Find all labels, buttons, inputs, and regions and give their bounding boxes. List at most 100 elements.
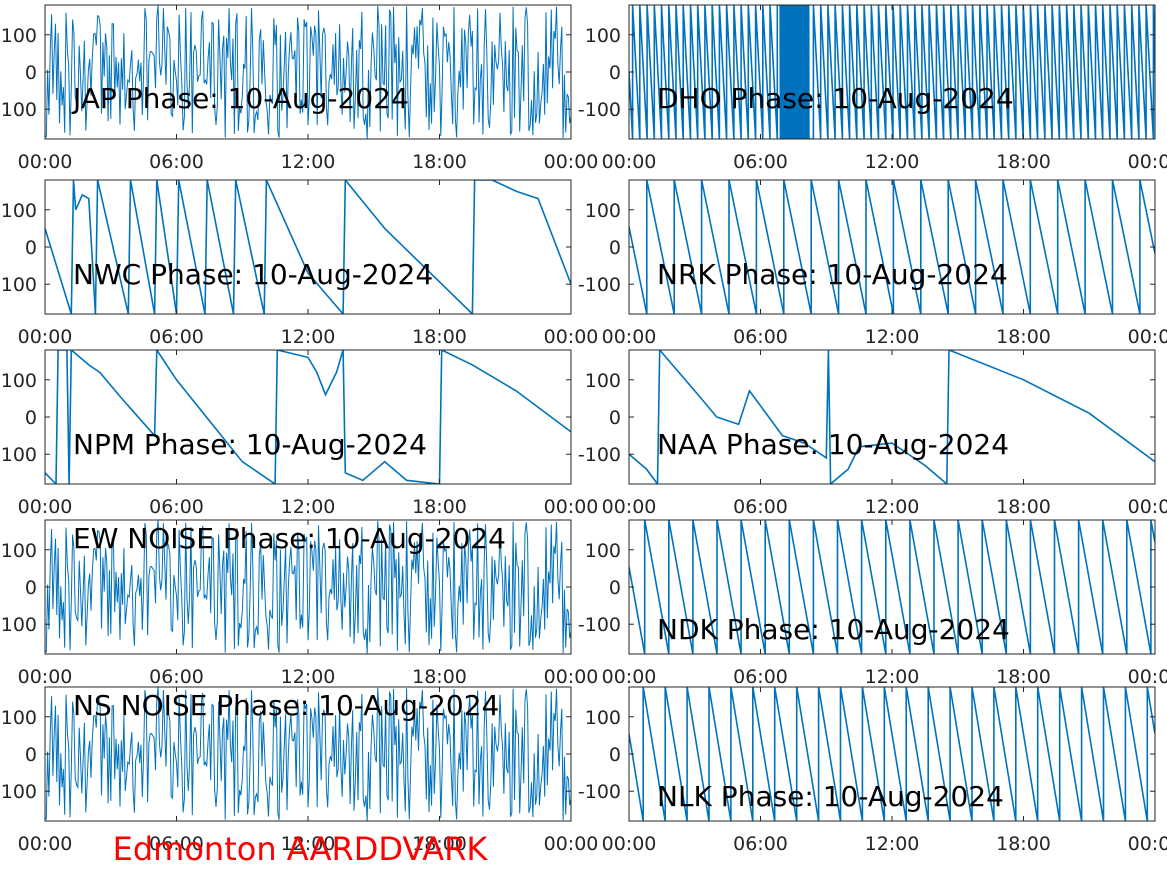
y-tick-label: 100	[1, 370, 37, 392]
x-tick-label: 18:00	[412, 326, 467, 348]
y-tick-label: -100	[0, 781, 37, 803]
series-line	[45, 5, 571, 139]
y-tick-label: 0	[609, 237, 621, 259]
y-tick-label: 100	[585, 200, 621, 222]
x-tick-label: 00:00	[544, 496, 599, 518]
y-tick-label: -100	[578, 781, 621, 803]
y-tick-label: 100	[585, 370, 621, 392]
panel-5: 100 0 -100 00:00 06:00 12:00 18:00 00:00 NPM Pha…	[0, 349, 599, 518]
panel-6: 100 0 -100 00:00 06:00 12:00 18:00 00:00 NAA Pha…	[578, 349, 1167, 518]
x-tick-label: 00:00	[602, 496, 657, 518]
x-tick-label: 00:00	[544, 326, 599, 348]
panel-title: NPM Phase: 10-Aug-2024	[73, 428, 427, 461]
x-tick-label: 00:00	[18, 666, 73, 688]
panel-7: 100 0 -100 00:00 06:00 12:00 18:00 00:00 EW NOIS…	[0, 519, 599, 688]
x-tick-label: 06:00	[149, 833, 204, 855]
x-tick-label: 06:00	[149, 151, 204, 173]
x-tick-label: 00:00	[544, 666, 599, 688]
x-tick-label: 06:00	[733, 326, 788, 348]
x-tick-label: 12:00	[865, 151, 920, 173]
y-tick-label: 0	[25, 62, 37, 84]
y-tick-label: 0	[25, 407, 37, 429]
y-tick-label: 100	[1, 707, 37, 729]
y-tick-label: 0	[609, 62, 621, 84]
y-tick-label: -100	[578, 444, 621, 466]
x-tick-label: 00:00	[602, 666, 657, 688]
x-tick-label: 12:00	[281, 833, 336, 855]
series-line	[629, 687, 1155, 821]
x-tick-label: 06:00	[149, 666, 204, 688]
panel-3: 100 0 -100 00:00 06:00 12:00 18:00 00:00 NWC Pha…	[0, 179, 599, 348]
series-line	[629, 5, 1155, 139]
panel-title: NAA Phase: 10-Aug-2024	[657, 428, 1009, 461]
panel-title: EW NOISE Phase: 10-Aug-2024	[73, 522, 506, 555]
x-tick-label: 18:00	[996, 496, 1051, 518]
y-tick-label: 100	[585, 707, 621, 729]
y-tick-label: -100	[578, 99, 621, 121]
figure-title: Edmonton AARDDVARK	[113, 830, 489, 868]
x-tick-label: 18:00	[412, 833, 467, 855]
x-tick-label: 06:00	[149, 326, 204, 348]
x-tick-label: 12:00	[281, 326, 336, 348]
y-tick-label: 0	[25, 744, 37, 766]
panel-4: 100 0 -100 00:00 06:00 12:00 18:00 00:00 NRK Pha…	[578, 179, 1167, 348]
x-tick-label: 12:00	[281, 496, 336, 518]
x-tick-label: 12:00	[865, 496, 920, 518]
axes-box	[628, 179, 1156, 315]
axes-box	[628, 349, 1156, 485]
x-tick-label: 12:00	[865, 326, 920, 348]
x-tick-label: 12:00	[865, 833, 920, 855]
panel-title: DHO Phase: 10-Aug-2024	[657, 82, 1014, 115]
x-tick-label: 06:00	[733, 151, 788, 173]
series-line	[45, 350, 571, 484]
panel-2: 100 0 -100 00:00 06:00 12:00 18:00 00:00 DHO Pha…	[578, 4, 1167, 173]
x-tick-label: 12:00	[281, 666, 336, 688]
x-tick-label: 00:00	[18, 326, 73, 348]
x-tick-label: 00:00	[1128, 833, 1167, 855]
x-tick-label: 12:00	[281, 151, 336, 173]
y-tick-label: 100	[1, 540, 37, 562]
y-tick-label: 0	[25, 237, 37, 259]
y-tick-label: 0	[609, 407, 621, 429]
x-tick-label: 18:00	[412, 496, 467, 518]
x-tick-label: 06:00	[149, 496, 204, 518]
y-tick-label: -100	[578, 274, 621, 296]
axes-box	[44, 349, 572, 485]
x-tick-label: 00:00	[602, 326, 657, 348]
x-tick-label: 18:00	[412, 666, 467, 688]
y-tick-label: 100	[585, 540, 621, 562]
series-line	[629, 180, 1155, 314]
y-tick-label: 0	[25, 577, 37, 599]
x-tick-label: 00:00	[602, 151, 657, 173]
x-tick-label: 00:00	[1128, 666, 1167, 688]
series-line	[45, 687, 571, 821]
y-tick-label: -100	[578, 614, 621, 636]
panel-title: NWC Phase: 10-Aug-2024	[73, 258, 433, 291]
panel-title: NDK Phase: 10-Aug-2024	[657, 613, 1010, 646]
x-tick-label: 18:00	[996, 666, 1051, 688]
x-tick-label: 00:00	[602, 833, 657, 855]
y-tick-label: 0	[609, 577, 621, 599]
x-tick-label: 00:00	[544, 151, 599, 173]
panels-group: 100 0 -100 00:00 06:00 12:00 18:00 00:00 JAP Pha…	[0, 4, 1167, 855]
x-tick-label: 06:00	[733, 833, 788, 855]
panel-9: 100 0 -100 00:00 06:00 12:00 18:00 00:00 NS NOIS…	[0, 686, 598, 855]
panel-1: 100 0 -100 00:00 06:00 12:00 18:00 00:00 JAP Pha…	[0, 4, 599, 173]
y-tick-label: -100	[0, 614, 37, 636]
series-line	[629, 350, 1155, 484]
x-tick-label: 18:00	[996, 833, 1051, 855]
x-tick-label: 18:00	[996, 151, 1051, 173]
panel-title: NLK Phase: 10-Aug-2024	[657, 780, 1004, 813]
x-tick-label: 18:00	[996, 326, 1051, 348]
y-tick-label: 100	[1, 200, 37, 222]
series-line	[45, 520, 571, 654]
x-tick-label: 12:00	[865, 666, 920, 688]
x-tick-label: 00:00	[1128, 326, 1167, 348]
series-line	[45, 180, 571, 314]
x-tick-label: 06:00	[733, 496, 788, 518]
y-tick-label: -100	[0, 444, 37, 466]
x-tick-label: 06:00	[733, 666, 788, 688]
y-tick-label: 100	[585, 25, 621, 47]
series-line	[629, 520, 1155, 654]
